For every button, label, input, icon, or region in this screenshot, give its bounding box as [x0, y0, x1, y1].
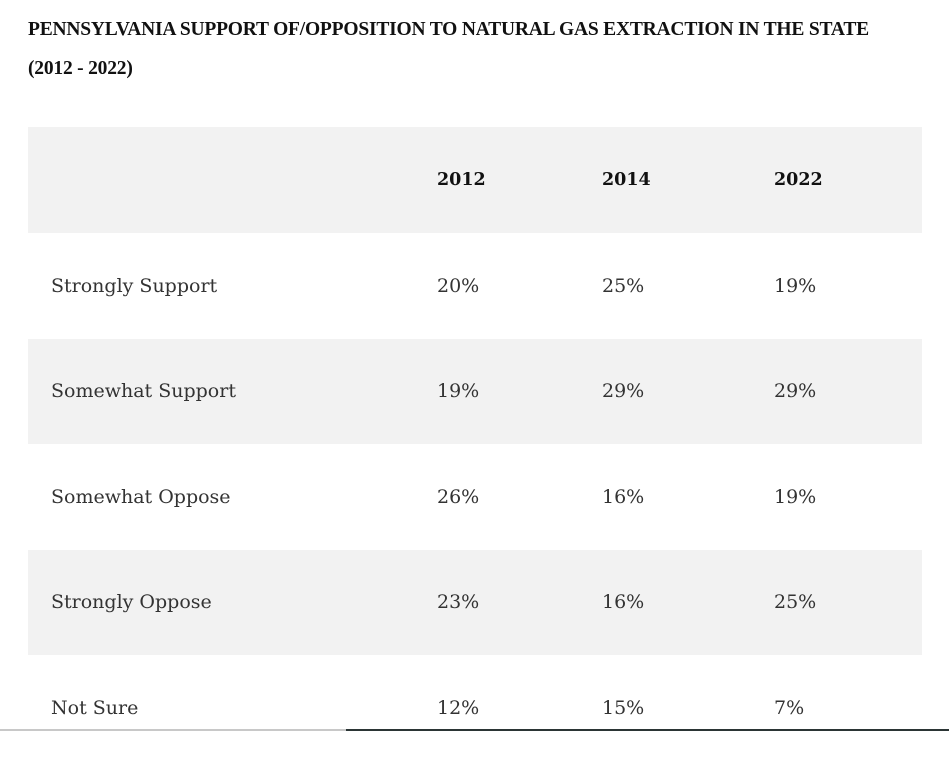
value-2022: 29%	[774, 380, 817, 403]
value-2012: 19%	[437, 380, 480, 403]
table-row-somewhat-support: Somewhat Support 19% 29% 29%	[28, 338, 922, 444]
table-header-row: 2012 2014 2022	[28, 127, 922, 233]
table-title: PENNSYLVANIA SUPPORT OF/OPPOSITION TO NA…	[28, 10, 928, 88]
value-2014: 16%	[602, 591, 645, 614]
value-2014: 25%	[602, 274, 645, 297]
value-2014: 16%	[602, 485, 645, 508]
row-label: Somewhat Oppose	[51, 485, 231, 508]
table-row-not-sure: Not Sure 12% 15% 7%	[28, 655, 922, 761]
row-label: Strongly Support	[51, 274, 218, 297]
horizontal-scrollbar-track[interactable]	[0, 729, 346, 731]
horizontal-scrollbar-thumb[interactable]	[346, 729, 949, 731]
header-2012: 2012	[437, 170, 486, 190]
header-2014: 2014	[602, 170, 651, 190]
value-2022: 19%	[774, 274, 817, 297]
survey-table: 2012 2014 2022 Strongly Support 20% 25% …	[28, 127, 922, 761]
row-label: Strongly Oppose	[51, 591, 212, 614]
row-label: Somewhat Support	[51, 380, 236, 403]
table-row-strongly-support: Strongly Support 20% 25% 19%	[28, 233, 922, 339]
title-line-1: PENNSYLVANIA SUPPORT OF/OPPOSITION TO NA…	[28, 19, 869, 40]
value-2014: 29%	[602, 380, 645, 403]
value-2012: 23%	[437, 591, 480, 614]
value-2014: 15%	[602, 696, 645, 719]
value-2022: 7%	[774, 696, 805, 719]
row-label: Not Sure	[51, 696, 139, 719]
table-row-strongly-oppose: Strongly Oppose 23% 16% 25%	[28, 549, 922, 655]
title-line-2: (2012 - 2022)	[28, 58, 133, 79]
table-row-somewhat-oppose: Somewhat Oppose 26% 16% 19%	[28, 444, 922, 550]
value-2022: 25%	[774, 591, 817, 614]
header-2022: 2022	[774, 170, 823, 190]
value-2012: 12%	[437, 696, 480, 719]
value-2012: 26%	[437, 485, 480, 508]
value-2012: 20%	[437, 274, 480, 297]
value-2022: 19%	[774, 485, 817, 508]
